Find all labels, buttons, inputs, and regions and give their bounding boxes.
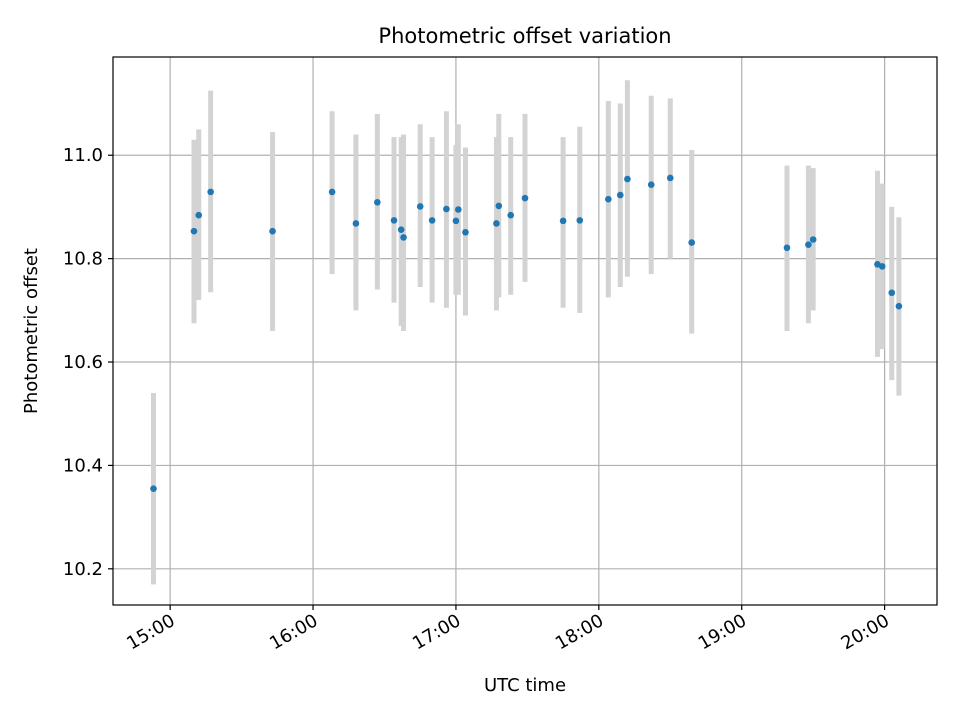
data-point xyxy=(688,239,696,246)
y-tick-label: 10.2 xyxy=(63,559,103,580)
y-axis-title: Photometric offset xyxy=(21,248,42,414)
data-point xyxy=(352,220,360,227)
y-tick-label: 10.6 xyxy=(63,352,103,373)
data-point xyxy=(443,205,450,213)
data-point xyxy=(328,188,336,196)
data-point xyxy=(521,194,529,202)
data-point xyxy=(452,217,460,225)
data-point xyxy=(150,485,157,492)
data-point xyxy=(805,241,812,248)
data-point xyxy=(397,226,405,233)
data-point xyxy=(616,191,624,199)
data-point xyxy=(400,234,407,241)
data-point xyxy=(895,302,903,310)
x-axis-title: UTC time xyxy=(484,675,566,696)
chart-title: Photometric offset variation xyxy=(378,24,671,48)
plot-frame xyxy=(112,56,938,606)
y-tick-label: 11.0 xyxy=(63,145,103,166)
data-point xyxy=(559,217,567,225)
data-point xyxy=(783,244,791,252)
data-point xyxy=(666,174,674,182)
data-point xyxy=(809,236,817,243)
data-point xyxy=(207,188,214,196)
data-point xyxy=(493,220,500,227)
y-tick-label: 10.8 xyxy=(63,249,103,270)
data-points xyxy=(150,174,903,492)
data-point xyxy=(374,198,381,206)
data-point xyxy=(390,217,398,224)
data-point xyxy=(507,211,515,219)
data-point xyxy=(428,217,436,224)
data-point xyxy=(624,175,631,183)
data-point xyxy=(269,227,276,235)
data-point xyxy=(576,217,584,224)
data-point xyxy=(455,206,462,213)
data-point xyxy=(190,227,198,235)
data-point xyxy=(605,195,612,203)
data-point xyxy=(462,228,469,236)
data-point xyxy=(878,263,886,270)
y-tick-label: 10.4 xyxy=(63,455,103,476)
data-point xyxy=(195,211,203,219)
data-point xyxy=(647,181,655,188)
data-point xyxy=(495,202,503,210)
data-point xyxy=(888,289,896,297)
data-point xyxy=(416,203,424,210)
